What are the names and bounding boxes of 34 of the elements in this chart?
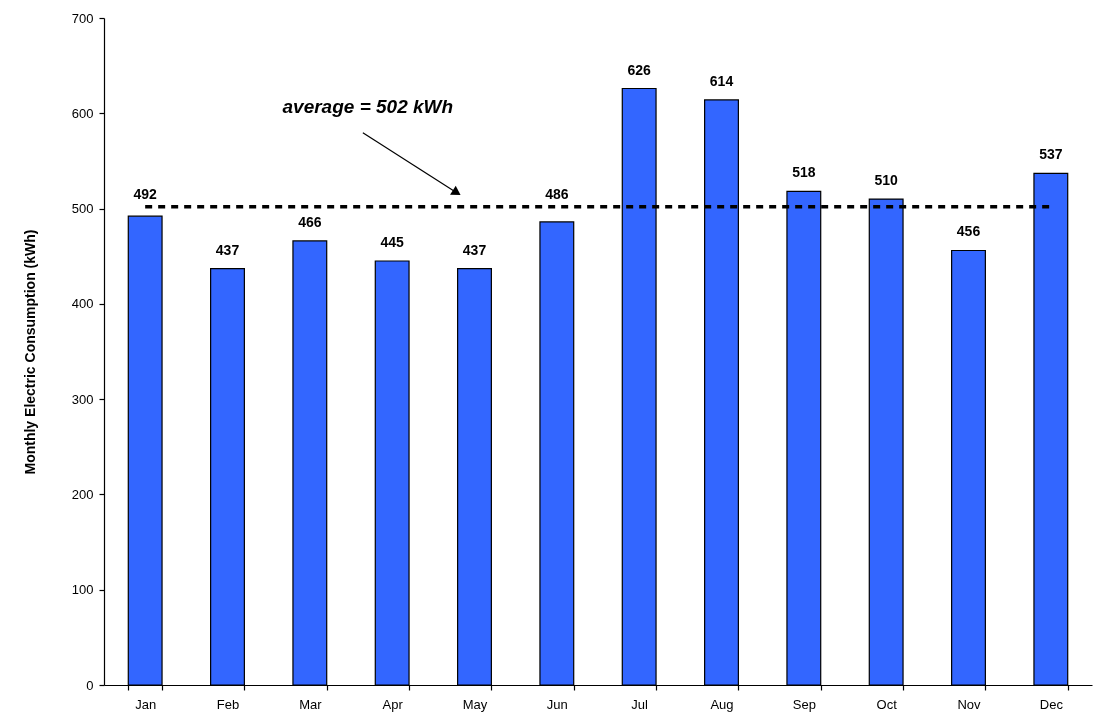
data-label: 510	[874, 172, 899, 189]
y-tick-label: 0	[86, 677, 94, 693]
x-tick-label: Apr	[382, 696, 404, 712]
ref-line-label: average = 502 kWh	[282, 95, 454, 117]
data-label: 614	[709, 72, 734, 89]
x-tick-label: Jul	[631, 696, 649, 712]
x-tick-label: Oct	[876, 696, 898, 712]
y-tick-label: 700	[71, 10, 94, 26]
data-label: 626	[627, 61, 652, 78]
x-tick-label: Aug	[710, 696, 734, 712]
x-tick-label: Sep	[792, 696, 816, 712]
data-label: 466	[298, 213, 322, 230]
data-label: 537	[1039, 146, 1063, 163]
x-tick-label: Dec	[1039, 696, 1064, 712]
data-label: 518	[792, 164, 816, 181]
data-label: 492	[133, 185, 158, 202]
data-label: 456	[956, 223, 981, 240]
data-label: 437	[215, 241, 240, 258]
y-axis-title: Monthly Electric Consumption (kWh)	[21, 229, 38, 475]
y-tick-label: 200	[71, 486, 94, 502]
data-label: 486	[545, 185, 569, 202]
y-tick-label: 300	[71, 391, 94, 407]
x-tick-label: Nov	[957, 696, 982, 712]
x-tick-label: Jan	[135, 696, 157, 712]
y-tick-label: 400	[71, 296, 94, 312]
y-tick-label: 100	[71, 582, 94, 598]
data-label: 445	[380, 233, 405, 250]
y-tick-label: 600	[71, 105, 94, 121]
data-label: 437	[462, 241, 487, 258]
x-tick-label: Feb	[216, 696, 240, 712]
x-tick-label: Jun	[546, 696, 568, 712]
x-tick-label: Mar	[299, 696, 323, 712]
y-tick-label: 500	[71, 201, 94, 217]
x-tick-label: May	[462, 696, 488, 712]
